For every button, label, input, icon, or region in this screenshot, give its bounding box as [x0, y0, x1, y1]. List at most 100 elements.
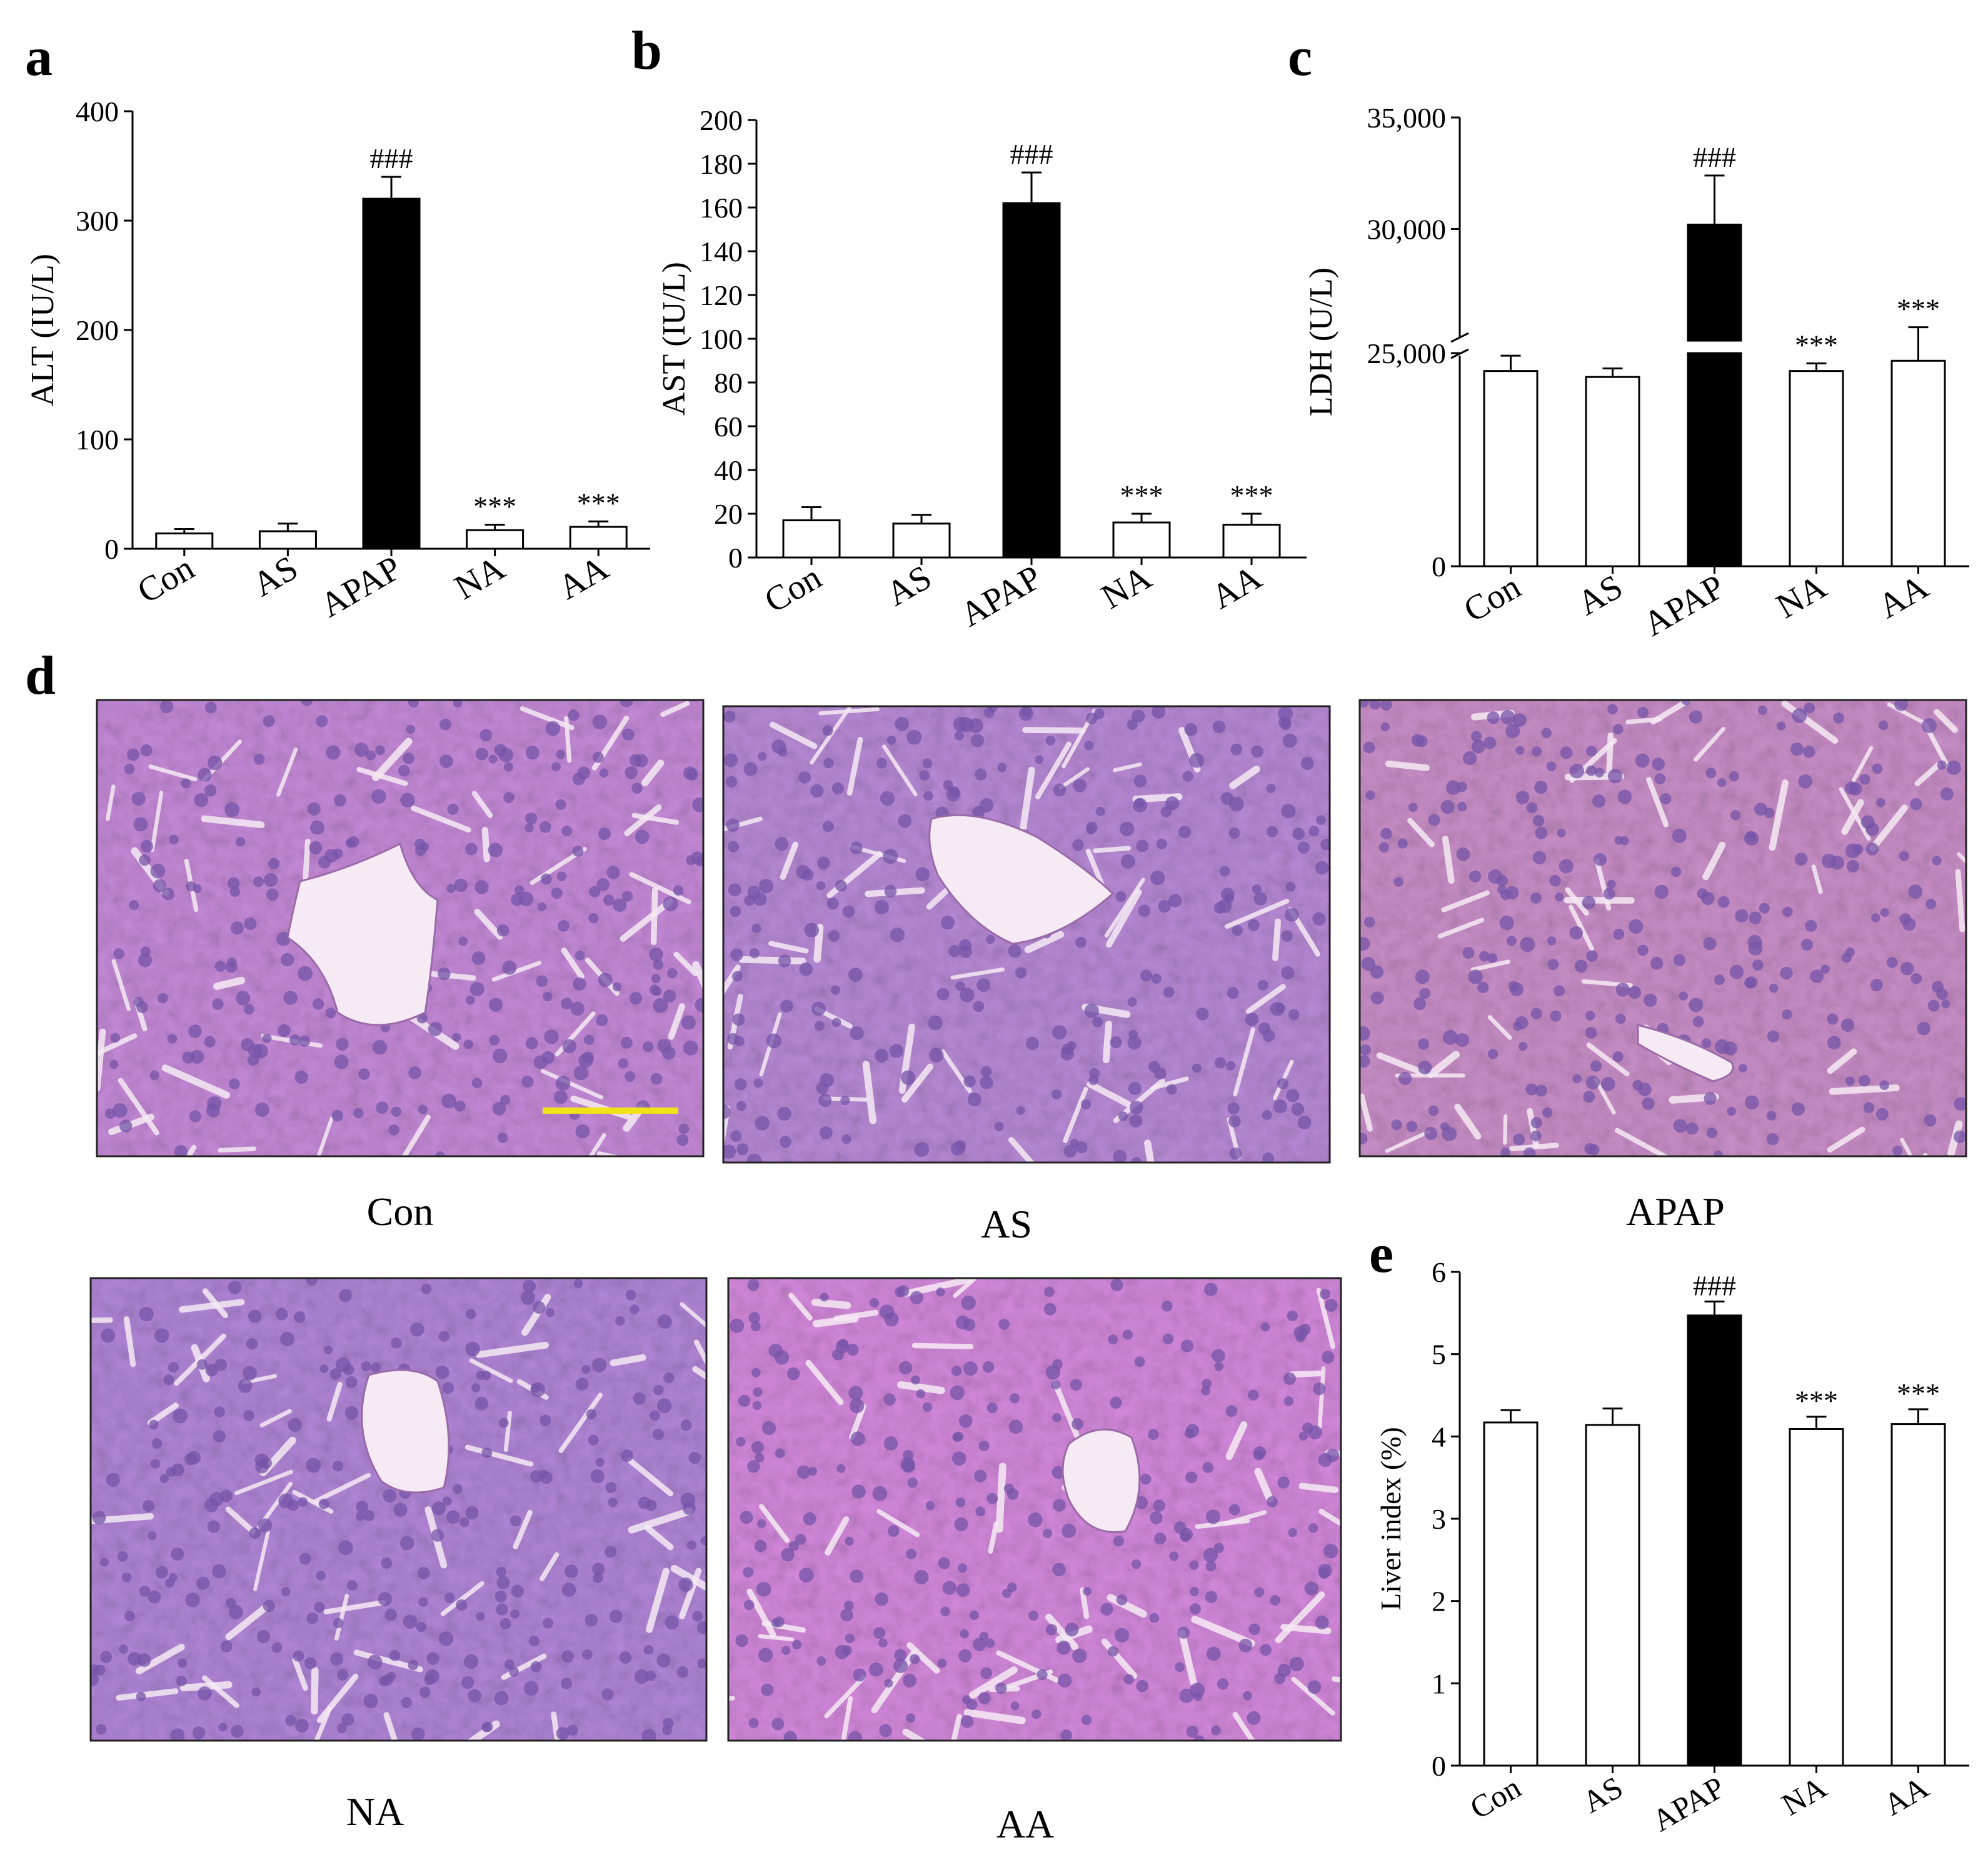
- y-tick-label: 100: [76, 424, 119, 456]
- significance-marker: ***: [1795, 1385, 1838, 1417]
- significance-marker: ***: [1897, 293, 1940, 325]
- vein-lumen: [286, 842, 439, 1026]
- category-label: Con: [1464, 1769, 1527, 1826]
- category-label: NA: [448, 548, 512, 607]
- category-label: APAP: [314, 549, 408, 626]
- significance-marker: ***: [1795, 329, 1838, 361]
- vein-lumen: [1062, 1428, 1141, 1533]
- y-tick-label: 25,000: [1367, 338, 1447, 369]
- bar-aa: [1890, 1423, 1946, 1767]
- chart-ast: 0 20 40 60 80 100 120 140 160 180 200 AST (IU/L) Con…: [656, 104, 1307, 634]
- y-tick-label: 40: [714, 454, 743, 486]
- y-tick-label: 0: [104, 533, 119, 565]
- bar-aa: [569, 526, 628, 550]
- y-tick-label: 60: [714, 411, 743, 442]
- y-axis-label: ALT (IU/L): [25, 254, 61, 406]
- chart-alt: 0 100 200 300 400 ALT (IU/L) Con AS ### APAP *** NA…: [25, 96, 650, 625]
- chart-ldh: 0 25,000 30,000 35,000 LDH (U/L) Con AS ### APAP…: [1303, 102, 1969, 644]
- category-label: AA: [1205, 558, 1268, 616]
- vein-lumen: [1637, 1024, 1734, 1082]
- bar-as: [1585, 1424, 1640, 1767]
- y-tick-label: 100: [700, 323, 743, 355]
- significance-marker: ***: [1230, 479, 1273, 511]
- micrograph-caption: NA: [346, 1789, 404, 1834]
- category-label: NA: [1770, 567, 1834, 626]
- bar-con: [1483, 1421, 1539, 1767]
- category-label: Con: [1457, 568, 1527, 630]
- micrograph-caption: AA: [997, 1802, 1054, 1846]
- significance-marker: ***: [1120, 479, 1163, 511]
- micrograph-con: Con: [96, 699, 705, 1234]
- bar-na: [1789, 1428, 1844, 1767]
- bar-apap: [1687, 1314, 1742, 1767]
- y-tick-label: 0: [1432, 551, 1446, 582]
- bar-aa: [1890, 359, 1946, 568]
- category-label: NA: [1095, 558, 1158, 616]
- y-tick-label: 400: [76, 96, 119, 128]
- y-tick-label: 200: [76, 314, 119, 346]
- y-tick-label: 4: [1432, 1421, 1446, 1452]
- y-tick-label: 300: [76, 205, 119, 237]
- category-label: APAP: [1637, 568, 1731, 644]
- panel-letter-c: c: [1288, 27, 1312, 88]
- y-tick-label: 35,000: [1367, 102, 1447, 134]
- bar-na: [466, 529, 525, 550]
- y-tick-label: 140: [700, 236, 743, 268]
- bar-con: [782, 519, 841, 559]
- y-axis-label: AST (IU/L): [656, 262, 692, 416]
- y-tick-label: 20: [714, 498, 743, 530]
- y-tick-label: 0: [1432, 1750, 1446, 1782]
- category-label: NA: [1775, 1769, 1832, 1822]
- y-axis-label: Liver index (%): [1375, 1427, 1407, 1611]
- significance-marker: ###: [370, 142, 413, 174]
- bar-as: [892, 522, 951, 559]
- bar-apap: [1687, 223, 1742, 342]
- panel-letter-e: e: [1369, 1224, 1393, 1284]
- category-label: Con: [758, 558, 828, 621]
- bar-apap: [362, 198, 421, 550]
- significance-marker: ***: [577, 487, 620, 519]
- category-label: APAP: [954, 558, 1048, 635]
- y-tick-label: 200: [700, 104, 743, 136]
- category-label: APAP: [1646, 1769, 1730, 1838]
- significance-marker: ###: [1693, 141, 1736, 173]
- bar-apap-lower: [1687, 352, 1742, 568]
- y-tick-label: 3: [1432, 1503, 1446, 1535]
- micrograph-apap: APAP: [1358, 699, 1967, 1234]
- significance-marker: ***: [1897, 1378, 1940, 1409]
- y-tick-label: 6: [1432, 1256, 1446, 1288]
- category-label: AA: [1872, 567, 1935, 626]
- micrograph-caption: AS: [981, 1202, 1032, 1246]
- y-tick-label: 180: [700, 148, 743, 180]
- significance-marker: ***: [473, 491, 516, 522]
- y-tick-label: 80: [714, 367, 743, 399]
- y-tick-label: 30,000: [1367, 214, 1447, 246]
- y-tick-label: 5: [1432, 1339, 1446, 1371]
- axis-break-mark: [1450, 332, 1469, 343]
- significance-marker: ###: [1010, 138, 1053, 170]
- chart-liver-index: 0 1 2 3 4 5 6 Liver index (%) Con AS ### APAP *** NA *…: [1375, 1256, 1969, 1838]
- bar-aa: [1222, 524, 1281, 559]
- significance-marker: ###: [1693, 1269, 1736, 1301]
- panel-letter-d: d: [25, 646, 56, 706]
- vein-lumen: [361, 1369, 450, 1494]
- micrograph-caption: Con: [367, 1189, 434, 1234]
- bar-as: [1585, 376, 1640, 568]
- micrograph-grid: Con AS APAP NA AA: [89, 699, 1967, 1846]
- category-label: AA: [552, 548, 616, 607]
- y-axis-label: LDH (U/L): [1303, 268, 1339, 416]
- y-tick-label: 120: [700, 279, 743, 311]
- y-tick-label: 2: [1432, 1586, 1446, 1618]
- micrograph-caption: APAP: [1626, 1189, 1725, 1234]
- bar-con: [1483, 370, 1539, 568]
- bar-con: [155, 532, 214, 550]
- y-tick-label: 160: [700, 192, 743, 224]
- y-tick-label: 1: [1432, 1668, 1446, 1699]
- vein-lumen: [928, 814, 1115, 945]
- y-tick-label: 0: [728, 542, 743, 574]
- micrograph-na: NA: [89, 1277, 708, 1834]
- bar-na: [1789, 370, 1844, 568]
- bar-as: [258, 530, 317, 550]
- panel-letter-b: b: [631, 21, 662, 81]
